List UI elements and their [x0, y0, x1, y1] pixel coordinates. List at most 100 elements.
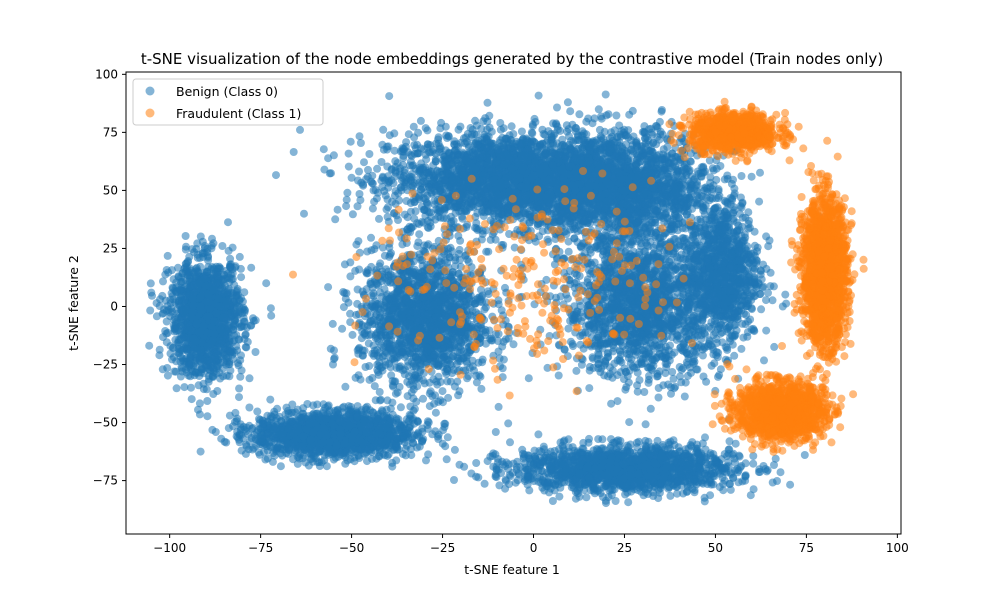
point-benign	[641, 200, 650, 209]
point-benign	[594, 105, 603, 114]
point-benign	[461, 156, 470, 165]
point-benign	[425, 174, 434, 183]
point-benign	[454, 125, 463, 134]
point-benign	[379, 125, 388, 134]
point-benign	[414, 128, 423, 137]
point-benign	[597, 114, 606, 123]
point-benign	[343, 188, 352, 197]
point-benign	[163, 364, 172, 372]
point-benign	[628, 162, 637, 171]
point-benign	[544, 175, 553, 184]
point-benign	[647, 159, 656, 168]
point-benign	[289, 148, 298, 156]
point-benign	[397, 186, 406, 195]
point-benign	[628, 106, 637, 115]
point-benign	[425, 183, 433, 192]
point-benign	[563, 98, 572, 107]
point-benign	[553, 103, 561, 112]
point-benign	[629, 132, 638, 141]
point-benign	[507, 122, 516, 131]
point-benign	[333, 205, 342, 214]
point-benign	[382, 205, 391, 214]
point-benign	[320, 165, 329, 174]
point-benign	[355, 132, 364, 141]
point-benign	[356, 139, 365, 147]
point-benign	[406, 150, 415, 159]
point-benign	[504, 205, 513, 214]
point-benign	[471, 196, 480, 205]
point-benign	[384, 142, 393, 151]
point-benign	[585, 157, 594, 166]
point-benign	[390, 146, 399, 155]
point-benign	[617, 174, 626, 183]
point-benign	[737, 172, 746, 180]
point-benign	[385, 92, 394, 101]
point-benign	[509, 130, 518, 138]
point-benign	[678, 166, 687, 175]
point-benign	[477, 124, 486, 133]
point-benign	[385, 131, 394, 140]
point-benign	[480, 187, 489, 196]
point-benign	[569, 138, 578, 147]
point-benign	[371, 186, 380, 194]
point-benign	[619, 186, 628, 195]
point-benign	[410, 214, 419, 223]
point-benign	[685, 166, 694, 175]
point-benign	[396, 171, 405, 180]
point-benign	[536, 140, 545, 149]
point-benign	[419, 205, 428, 214]
point-benign	[481, 143, 490, 152]
point-benign	[430, 200, 439, 209]
point-benign	[432, 182, 441, 191]
point-benign	[493, 191, 502, 200]
point-benign	[493, 145, 502, 154]
point-benign	[348, 210, 357, 219]
point-benign	[543, 167, 552, 175]
point-benign	[525, 218, 534, 227]
point-benign	[634, 171, 643, 180]
point-benign	[324, 154, 333, 163]
point-benign	[566, 219, 575, 228]
point-benign	[636, 192, 645, 201]
point-benign	[459, 171, 468, 180]
point-benign	[622, 140, 631, 149]
point-benign	[622, 131, 631, 139]
point-benign	[519, 163, 527, 172]
point-benign	[395, 196, 404, 205]
point-benign	[365, 150, 374, 158]
point-benign	[437, 118, 446, 127]
point-benign	[579, 217, 588, 226]
point-benign	[566, 107, 575, 116]
point-benign	[580, 139, 589, 148]
point-benign	[520, 151, 529, 160]
point-benign	[401, 142, 410, 151]
point-benign	[649, 184, 658, 192]
point-benign	[495, 213, 503, 222]
point-benign	[364, 165, 372, 174]
point-benign	[367, 177, 376, 186]
point-benign	[347, 173, 356, 182]
point-benign	[375, 214, 383, 223]
point-benign	[510, 177, 519, 186]
point-benign	[671, 185, 680, 194]
point-benign	[483, 98, 492, 107]
point-benign	[507, 143, 516, 152]
point-benign	[553, 125, 562, 134]
point-benign	[712, 164, 721, 173]
point-benign	[187, 395, 196, 404]
point-benign	[452, 140, 461, 149]
point-benign	[558, 208, 566, 217]
point-benign	[478, 206, 487, 215]
point-benign	[344, 149, 353, 158]
point-benign	[628, 190, 637, 199]
point-benign	[417, 185, 426, 194]
point-benign	[267, 311, 276, 320]
point-benign	[473, 140, 482, 149]
point-benign	[530, 171, 539, 180]
point-benign	[663, 169, 672, 178]
point-benign	[582, 149, 591, 158]
point-benign	[632, 142, 641, 151]
point-benign	[394, 216, 402, 224]
point-benign	[368, 204, 377, 213]
point-benign	[657, 106, 666, 114]
